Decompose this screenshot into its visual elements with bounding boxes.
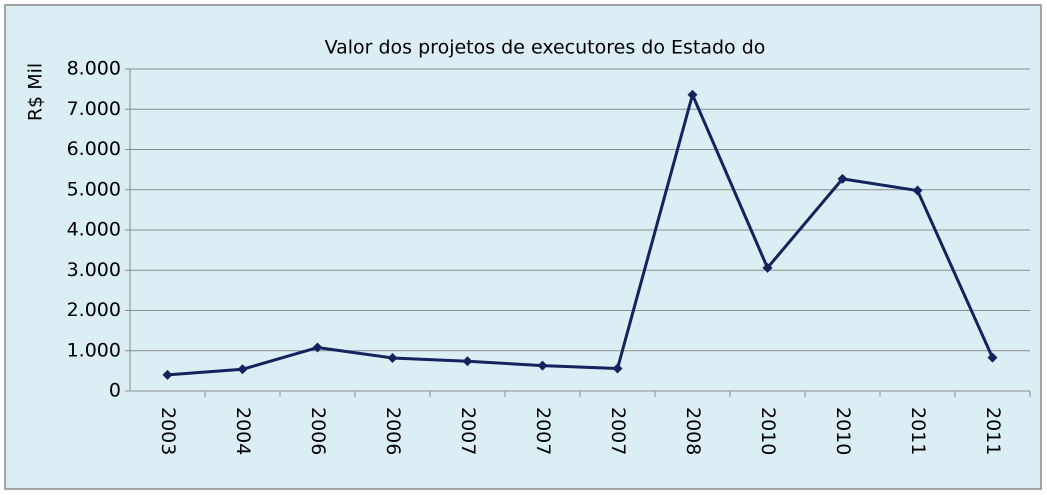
marker (762, 262, 773, 273)
marker (462, 356, 473, 367)
x-tick-label: 2006 (307, 407, 329, 455)
x-tick-label: 2008 (682, 407, 704, 455)
marker (687, 89, 698, 100)
marker (312, 342, 323, 353)
y-tick-label: 2.000 (67, 299, 121, 321)
y-tick-label: 8.000 (67, 58, 121, 80)
chart-background (4, 4, 1042, 490)
marker (612, 363, 623, 374)
marker (912, 185, 923, 196)
y-tick-label: 5.000 (67, 178, 121, 200)
marker (537, 360, 548, 371)
marker (162, 369, 173, 380)
chart-title: Valor dos projetos de executores do Esta… (325, 37, 766, 59)
y-axis-label: R$ Mil (25, 63, 47, 121)
x-tick-label: 2004 (232, 407, 254, 455)
y-tick-label: 4.000 (67, 219, 121, 241)
x-tick-label: 2010 (757, 407, 779, 455)
line (167, 93, 994, 377)
x-tick-label: 2007 (532, 407, 554, 455)
marker (237, 364, 248, 375)
x-tick-label: 2007 (607, 407, 629, 455)
x-tick-label: 2011 (982, 407, 1004, 455)
y-tick-label: 6.000 (67, 138, 121, 160)
marker (837, 173, 848, 184)
x-tick-label: 2006 (382, 407, 404, 455)
marker (387, 352, 398, 363)
x-tick-label: 2007 (457, 407, 479, 455)
x-tick-label: 2003 (157, 407, 179, 455)
y-tick-label: 1.000 (67, 339, 121, 361)
marker (987, 352, 998, 363)
x-tick-label: 2010 (832, 407, 854, 455)
y-tick-label: 7.000 (67, 98, 121, 120)
x-tick-label: 2011 (907, 407, 929, 455)
y-tick-label: 3.000 (67, 259, 121, 281)
y-tick-label: 0 (109, 380, 121, 402)
